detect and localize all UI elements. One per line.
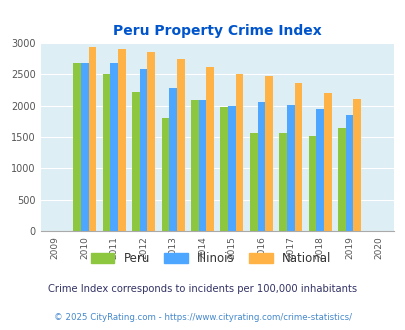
Bar <box>286 105 294 231</box>
Bar <box>102 74 110 231</box>
Bar <box>161 118 169 231</box>
Bar <box>110 63 118 231</box>
Bar <box>198 100 206 231</box>
Bar <box>315 109 323 231</box>
Bar <box>177 59 184 231</box>
Bar <box>118 49 126 231</box>
Legend: Peru, Illinois, National: Peru, Illinois, National <box>87 248 334 269</box>
Bar <box>235 74 243 231</box>
Text: Crime Index corresponds to incidents per 100,000 inhabitants: Crime Index corresponds to incidents per… <box>48 284 357 294</box>
Title: Peru Property Crime Index: Peru Property Crime Index <box>113 23 321 38</box>
Bar <box>132 92 139 231</box>
Bar <box>257 102 264 231</box>
Bar <box>228 106 235 231</box>
Bar <box>147 52 155 231</box>
Bar <box>264 76 272 231</box>
Bar <box>206 67 213 231</box>
Bar <box>353 99 360 231</box>
Bar <box>73 63 81 231</box>
Bar <box>337 128 345 231</box>
Bar <box>81 63 88 231</box>
Bar <box>220 107 228 231</box>
Bar <box>139 69 147 231</box>
Bar <box>88 47 96 231</box>
Bar <box>308 136 315 231</box>
Bar <box>345 115 353 231</box>
Text: © 2025 CityRating.com - https://www.cityrating.com/crime-statistics/: © 2025 CityRating.com - https://www.city… <box>54 313 351 322</box>
Bar <box>169 88 177 231</box>
Bar <box>294 83 302 231</box>
Bar <box>249 133 257 231</box>
Bar <box>323 93 331 231</box>
Bar <box>279 133 286 231</box>
Bar <box>190 100 198 231</box>
